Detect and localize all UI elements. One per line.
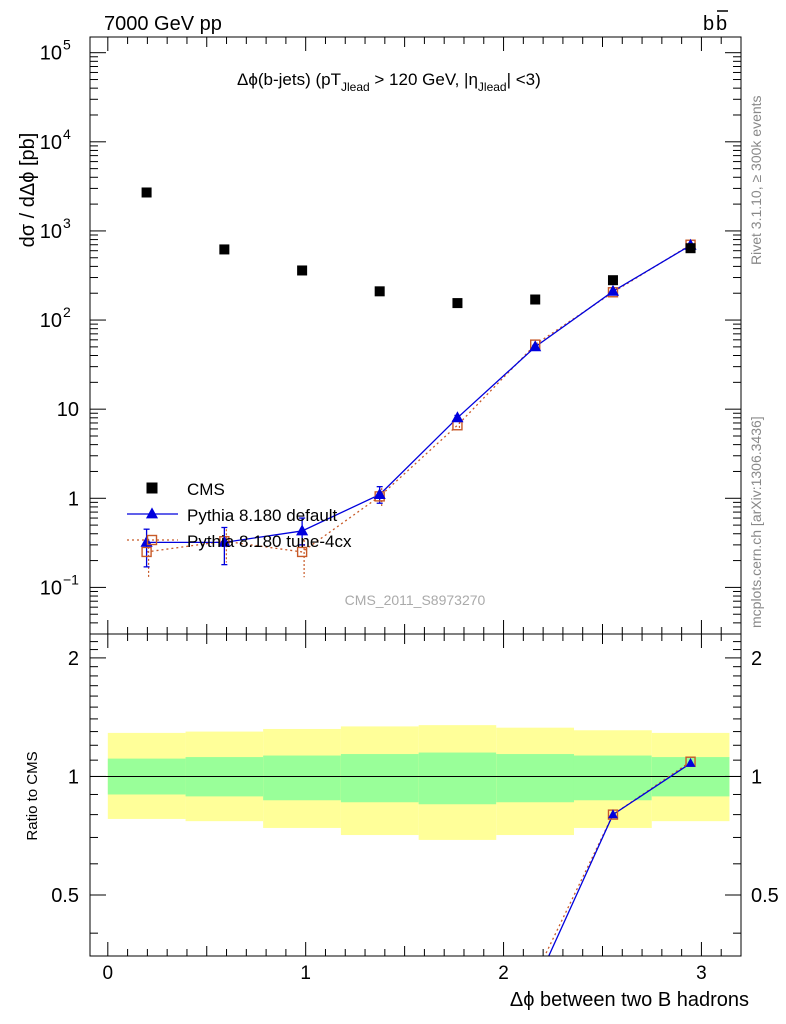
analysis-watermark: CMS_2011_S8973270 [345, 592, 486, 608]
y-tick-label: 10 [40, 221, 62, 243]
ratio-panel-frame [89, 633, 742, 957]
point-cms [374, 286, 385, 297]
legend-marker-default [145, 507, 159, 519]
legend-marker-tune4cx [146, 534, 158, 546]
y-tick-label-exponent: 3 [63, 215, 71, 231]
ratio-band-inner [496, 754, 574, 803]
y-tick-label-exponent: 4 [63, 126, 71, 142]
header-right-label: b b [703, 10, 728, 35]
ratio-point-default [685, 757, 696, 767]
y-axis-label-bottom: Ratio to CMS [24, 751, 41, 840]
ratio-point-default [608, 809, 618, 819]
ratio-y-tick-label-right: 2 [751, 648, 762, 670]
y-tick-label: 10 [40, 310, 62, 332]
y-tick-label-exponent: 2 [63, 304, 71, 320]
point-cms [219, 244, 230, 255]
ratio-y-tick-label-right: 1 [751, 766, 762, 788]
ratio-panel-ticks: 0 1 2 3 2 2 1 1 0.5 0.5 [51, 633, 779, 984]
x-tick-label: 0 [103, 963, 114, 984]
ratio-band-inner [573, 755, 652, 801]
point-default [606, 284, 620, 296]
y-tick-label-exponent: −1 [63, 571, 79, 587]
ratio-y-tick-label: 2 [68, 648, 79, 670]
point-tune4cx [296, 546, 308, 558]
y-tick-label: 10 [40, 43, 62, 65]
legend-marker-cms [146, 482, 158, 494]
ratio-line-tune4cx [543, 761, 691, 956]
point-cms [297, 265, 308, 276]
series-line-tune4cx [146, 244, 691, 553]
y-tick-label-exponent: 5 [63, 37, 71, 53]
ratio-y-tick-label-right: 0.5 [751, 885, 779, 907]
point-cms [141, 187, 152, 198]
y-tick-label: 10 [57, 399, 79, 421]
legend-label: Pythia 8.180 tune-4cx [187, 532, 352, 551]
y-tick-label: 10 [40, 132, 62, 154]
y-tick-label: 1 [68, 488, 79, 510]
ratio-panel-content [90, 725, 741, 956]
y-tick-label: 10 [40, 577, 62, 599]
ratio-panel: 0 1 2 3 2 2 1 1 0.5 0.5 Ratio to CMS Δϕ between t… [24, 633, 779, 1011]
point-cms [607, 275, 618, 286]
x-tick-label: 2 [498, 963, 509, 984]
header-left-label: 7000 GeV pp [104, 13, 222, 35]
ratio-band-inner [340, 754, 419, 803]
side-rivet-label: Rivet 3.1.10, ≥ 300k events [748, 95, 764, 265]
chart-title: Δϕ(b-jets) (pTJlead > 120 GeV, |ηJlead| … [237, 70, 541, 94]
point-default [451, 411, 464, 423]
legend-label: Pythia 8.180 default [187, 506, 338, 525]
point-tune4cx [141, 546, 152, 558]
ratio-y-tick-label: 1 [68, 766, 79, 788]
x-tick-label: 3 [696, 963, 707, 984]
legend-label: CMS [187, 480, 225, 499]
top-panel-content [140, 187, 697, 578]
point-default [529, 340, 542, 352]
header-right-b: b [703, 13, 714, 35]
y-axis-label-top: dσ / dΔϕ [pb] [17, 133, 39, 248]
point-cms [530, 294, 541, 305]
point-default [218, 535, 231, 547]
ratio-band-inner [418, 752, 497, 805]
point-default [373, 487, 386, 499]
side-mcplots-label: mcplots.cern.ch [arXiv:1306.3436] [748, 416, 764, 628]
ratio-y-tick-label: 0.5 [51, 885, 79, 907]
point-cms [685, 243, 696, 254]
x-axis-label: Δϕ between two B hadrons [510, 989, 749, 1011]
x-tick-label: 1 [300, 963, 311, 984]
point-default [296, 524, 309, 536]
point-cms [452, 298, 463, 309]
header-right-bbar: b [716, 13, 727, 35]
ratio-band-inner [263, 755, 341, 801]
series-line-default [146, 244, 691, 544]
legend: CMS Pythia 8.180 default Pythia 8.180 tune… [127, 480, 352, 551]
